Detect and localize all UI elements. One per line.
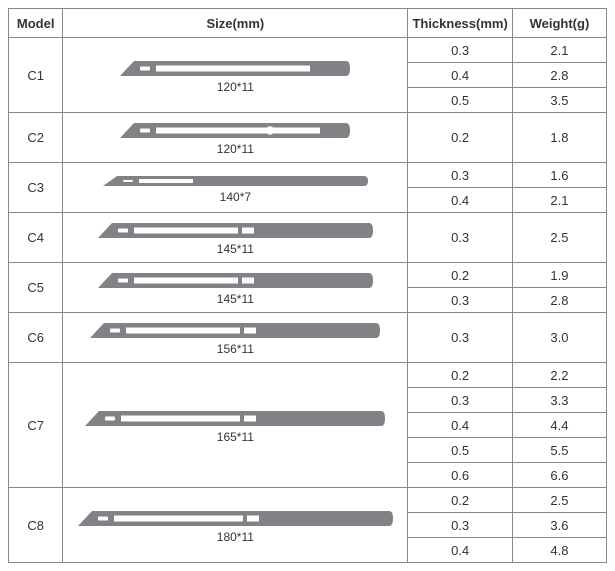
weight-cell: 2.5 [512, 213, 606, 263]
size-cell: 145*11 [63, 213, 408, 263]
blade-icon [78, 511, 393, 526]
model-cell: C2 [9, 113, 63, 163]
table-row: C1 120*110.32.1 [9, 38, 607, 63]
thickness-cell: 0.3 [408, 513, 513, 538]
thickness-cell: 0.4 [408, 413, 513, 438]
size-label: 156*11 [71, 342, 399, 356]
col-weight: Weight(g) [512, 9, 606, 38]
model-cell: C8 [9, 488, 63, 563]
thickness-cell: 0.2 [408, 263, 513, 288]
spec-table: Model Size(mm) Thickness(mm) Weight(g) C… [8, 8, 607, 563]
table-row: C5 145*110.21.9 [9, 263, 607, 288]
weight-cell: 1.8 [512, 113, 606, 163]
thickness-cell: 0.6 [408, 463, 513, 488]
thickness-cell: 0.3 [408, 38, 513, 63]
thickness-cell: 0.5 [408, 88, 513, 113]
model-cell: C1 [9, 38, 63, 113]
weight-cell: 5.5 [512, 438, 606, 463]
thickness-cell: 0.3 [408, 213, 513, 263]
weight-cell: 2.1 [512, 188, 606, 213]
table-row: C4 145*11 0.32.5 [9, 213, 607, 263]
blade-icon [90, 323, 380, 338]
thickness-cell: 0.4 [408, 538, 513, 563]
weight-cell: 2.5 [512, 488, 606, 513]
size-label: 120*11 [71, 80, 399, 94]
weight-cell: 1.9 [512, 263, 606, 288]
table-header-row: Model Size(mm) Thickness(mm) Weight(g) [9, 9, 607, 38]
thickness-cell: 0.3 [408, 288, 513, 313]
size-label: 145*11 [71, 292, 399, 306]
thickness-cell: 0.3 [408, 388, 513, 413]
weight-cell: 2.2 [512, 363, 606, 388]
table-row: C3 140*70.31.6 [9, 163, 607, 188]
model-cell: C3 [9, 163, 63, 213]
size-cell: 120*11 [63, 38, 408, 113]
thickness-cell: 0.5 [408, 438, 513, 463]
weight-cell: 3.5 [512, 88, 606, 113]
weight-cell: 6.6 [512, 463, 606, 488]
blade-icon [85, 411, 385, 426]
thickness-cell: 0.4 [408, 63, 513, 88]
size-cell: 165*11 [63, 363, 408, 488]
size-label: 180*11 [71, 530, 399, 544]
size-label: 145*11 [71, 242, 399, 256]
weight-cell: 3.0 [512, 313, 606, 363]
thickness-cell: 0.4 [408, 188, 513, 213]
size-cell: 140*7 [63, 163, 408, 213]
size-label: 120*11 [71, 142, 399, 156]
model-cell: C7 [9, 363, 63, 488]
weight-cell: 1.6 [512, 163, 606, 188]
table-row: C2 120*11 0.21.8 [9, 113, 607, 163]
size-cell: 156*11 [63, 313, 408, 363]
weight-cell: 2.1 [512, 38, 606, 63]
model-cell: C6 [9, 313, 63, 363]
model-cell: C5 [9, 263, 63, 313]
blade-icon [98, 273, 373, 288]
thickness-cell: 0.3 [408, 313, 513, 363]
thickness-cell: 0.3 [408, 163, 513, 188]
size-label: 165*11 [71, 430, 399, 444]
weight-cell: 3.6 [512, 513, 606, 538]
weight-cell: 4.8 [512, 538, 606, 563]
thickness-cell: 0.2 [408, 488, 513, 513]
size-cell: 180*11 [63, 488, 408, 563]
weight-cell: 2.8 [512, 288, 606, 313]
table-row: C8 180*110.22.5 [9, 488, 607, 513]
blade-icon [103, 176, 368, 186]
size-cell: 120*11 [63, 113, 408, 163]
blade-icon [120, 123, 350, 138]
col-size: Size(mm) [63, 9, 408, 38]
table-row: C7 165*110.22.2 [9, 363, 607, 388]
col-thickness: Thickness(mm) [408, 9, 513, 38]
weight-cell: 3.3 [512, 388, 606, 413]
blade-icon [98, 223, 373, 238]
col-model: Model [9, 9, 63, 38]
thickness-cell: 0.2 [408, 363, 513, 388]
size-label: 140*7 [71, 190, 399, 204]
table-row: C6 156*11 0.33.0 [9, 313, 607, 363]
thickness-cell: 0.2 [408, 113, 513, 163]
model-cell: C4 [9, 213, 63, 263]
weight-cell: 4.4 [512, 413, 606, 438]
size-cell: 145*11 [63, 263, 408, 313]
weight-cell: 2.8 [512, 63, 606, 88]
blade-icon [120, 61, 350, 76]
